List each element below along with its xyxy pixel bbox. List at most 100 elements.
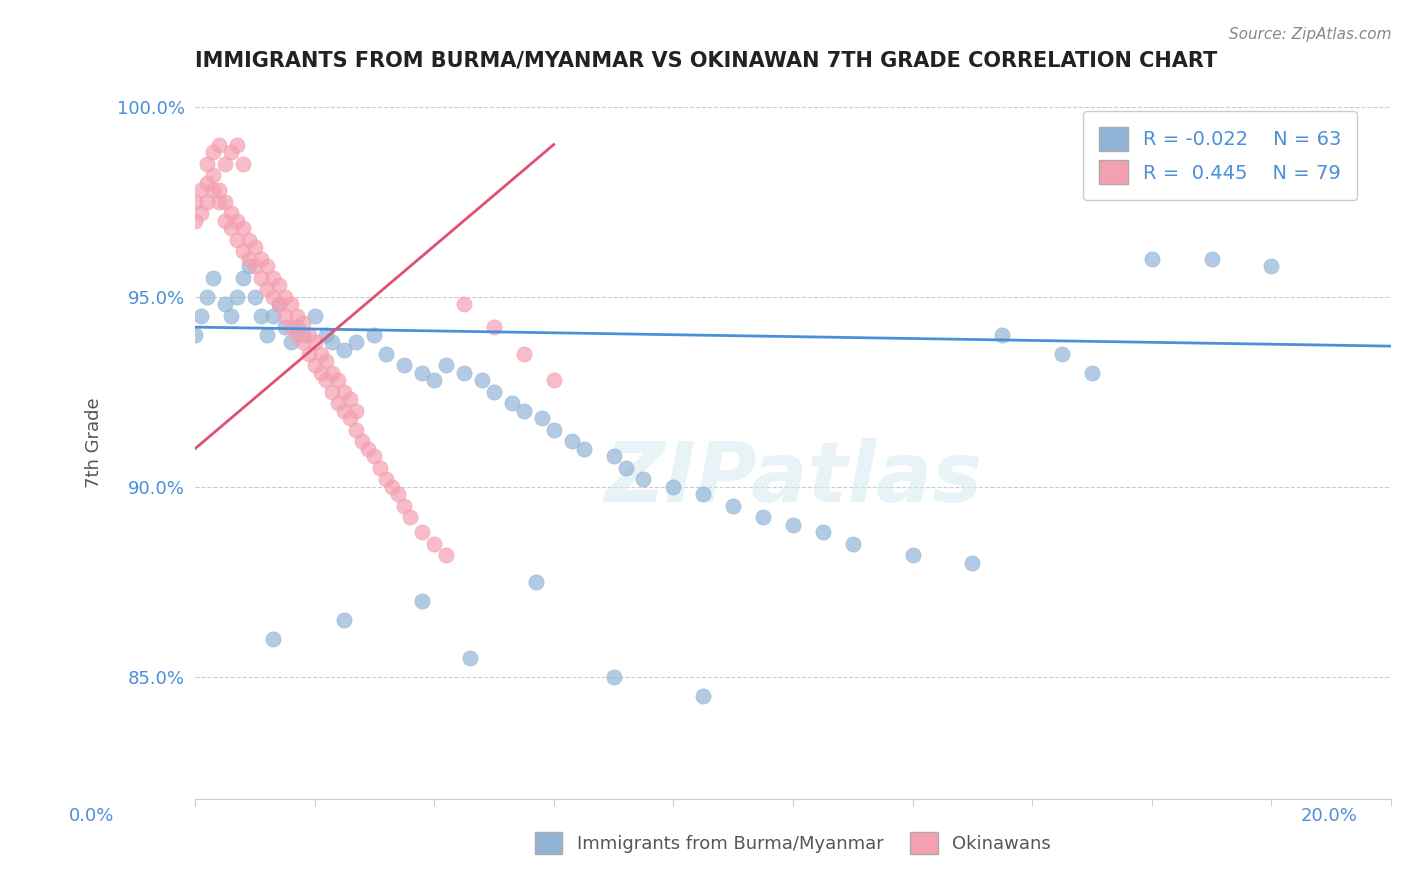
Point [219,221,242,235]
Point [201,168,224,182]
Point [249,309,271,323]
Point [285,320,308,334]
Point [387,487,409,501]
Point [291,327,314,342]
Point [280,335,302,350]
Point [195,194,218,209]
Point [344,404,367,418]
Point [352,434,374,449]
Point [530,411,553,425]
Point [524,574,547,589]
Point [333,384,356,399]
Point [262,290,284,304]
Point [368,460,391,475]
Point [214,194,236,209]
Point [375,472,398,486]
Point [501,396,523,410]
Point [243,259,266,273]
Point [1260,259,1282,273]
Point [1081,366,1104,380]
Point [692,689,714,703]
Point [285,309,308,323]
Point [225,213,247,227]
Point [304,309,326,323]
Point [208,137,231,152]
Point [238,259,260,273]
Point [399,510,422,524]
Point [214,156,236,170]
Point [321,335,343,350]
Point [321,384,343,399]
Point [238,252,260,266]
Point [1140,252,1163,266]
Legend: R = -0.022    N = 63, R =  0.445    N = 79: R = -0.022 N = 63, R = 0.445 N = 79 [1083,112,1357,200]
Point [811,525,834,540]
Point [219,145,242,160]
Point [291,335,314,350]
Point [232,244,254,258]
Point [434,549,457,563]
Point [394,499,416,513]
Point [321,366,343,380]
Point [201,270,224,285]
Point [262,632,284,646]
Point [482,320,505,334]
Point [219,309,242,323]
Point [1201,252,1223,266]
Point [280,297,302,311]
Point [297,347,319,361]
Point [363,327,385,342]
Point [614,460,637,475]
Point [249,252,271,266]
Point [315,373,337,387]
Point [453,366,475,380]
Point [184,194,207,209]
Point [232,221,254,235]
Y-axis label: 7th Grade: 7th Grade [86,398,103,489]
Point [273,290,295,304]
Point [184,327,207,342]
Point [232,270,254,285]
Point [219,206,242,220]
Point [285,327,308,342]
Point [411,594,433,608]
Point [692,487,714,501]
Point [243,290,266,304]
Point [297,327,319,342]
Point [309,347,332,361]
Point [333,343,356,357]
Point [315,327,337,342]
Point [267,297,290,311]
Point [315,354,337,368]
Point [842,537,865,551]
Text: Source: ZipAtlas.com: Source: ZipAtlas.com [1229,27,1392,42]
Point [423,373,446,387]
Text: 20.0%: 20.0% [1301,807,1357,825]
Point [344,423,367,437]
Point [339,411,361,425]
Point [1050,347,1073,361]
Point [232,156,254,170]
Point [328,396,350,410]
Point [411,525,433,540]
Point [471,373,494,387]
Point [633,472,655,486]
Point [225,137,247,152]
Point [267,278,290,293]
Point [434,358,457,372]
Point [195,290,218,304]
Point [423,537,446,551]
Point [411,366,433,380]
Point [333,404,356,418]
Point [662,480,685,494]
Point [267,297,290,311]
Point [190,309,212,323]
Point [190,206,212,220]
Point [357,442,380,456]
Point [458,651,481,665]
Point [962,556,984,570]
Point [991,327,1014,342]
Point [901,549,924,563]
Point [201,183,224,197]
Point [572,442,595,456]
